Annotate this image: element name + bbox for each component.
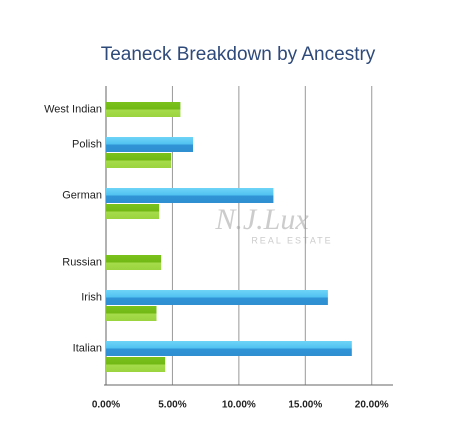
x-tick-label: 10.00%: [222, 400, 256, 411]
bar: [106, 357, 166, 372]
bar: [106, 290, 328, 305]
y-tick-label: West Indian: [44, 103, 102, 115]
chart-title: Teaneck Breakdown by Ancestry: [101, 44, 376, 65]
watermark-sub: REAL ESTATE: [251, 235, 332, 245]
x-tick-label: 15.00%: [288, 400, 322, 411]
y-tick-label: Russian: [62, 256, 102, 268]
bar: [106, 341, 352, 356]
bar: [106, 137, 194, 152]
y-tick-label: Polish: [72, 138, 102, 150]
y-tick-label: German: [62, 189, 102, 201]
bar: [106, 255, 162, 270]
y-tick-label: Italian: [73, 342, 102, 354]
bar: [106, 306, 157, 321]
bar: [106, 204, 160, 219]
watermark: N.J.Lux: [214, 203, 309, 236]
y-tick-label: Irish: [81, 291, 102, 303]
x-tick-label: 20.00%: [355, 400, 389, 411]
bar: [106, 188, 274, 203]
x-tick-label: 5.00%: [158, 400, 186, 411]
x-tick-label: 0.00%: [92, 400, 120, 411]
bar: [106, 102, 181, 117]
bar: [106, 153, 172, 168]
